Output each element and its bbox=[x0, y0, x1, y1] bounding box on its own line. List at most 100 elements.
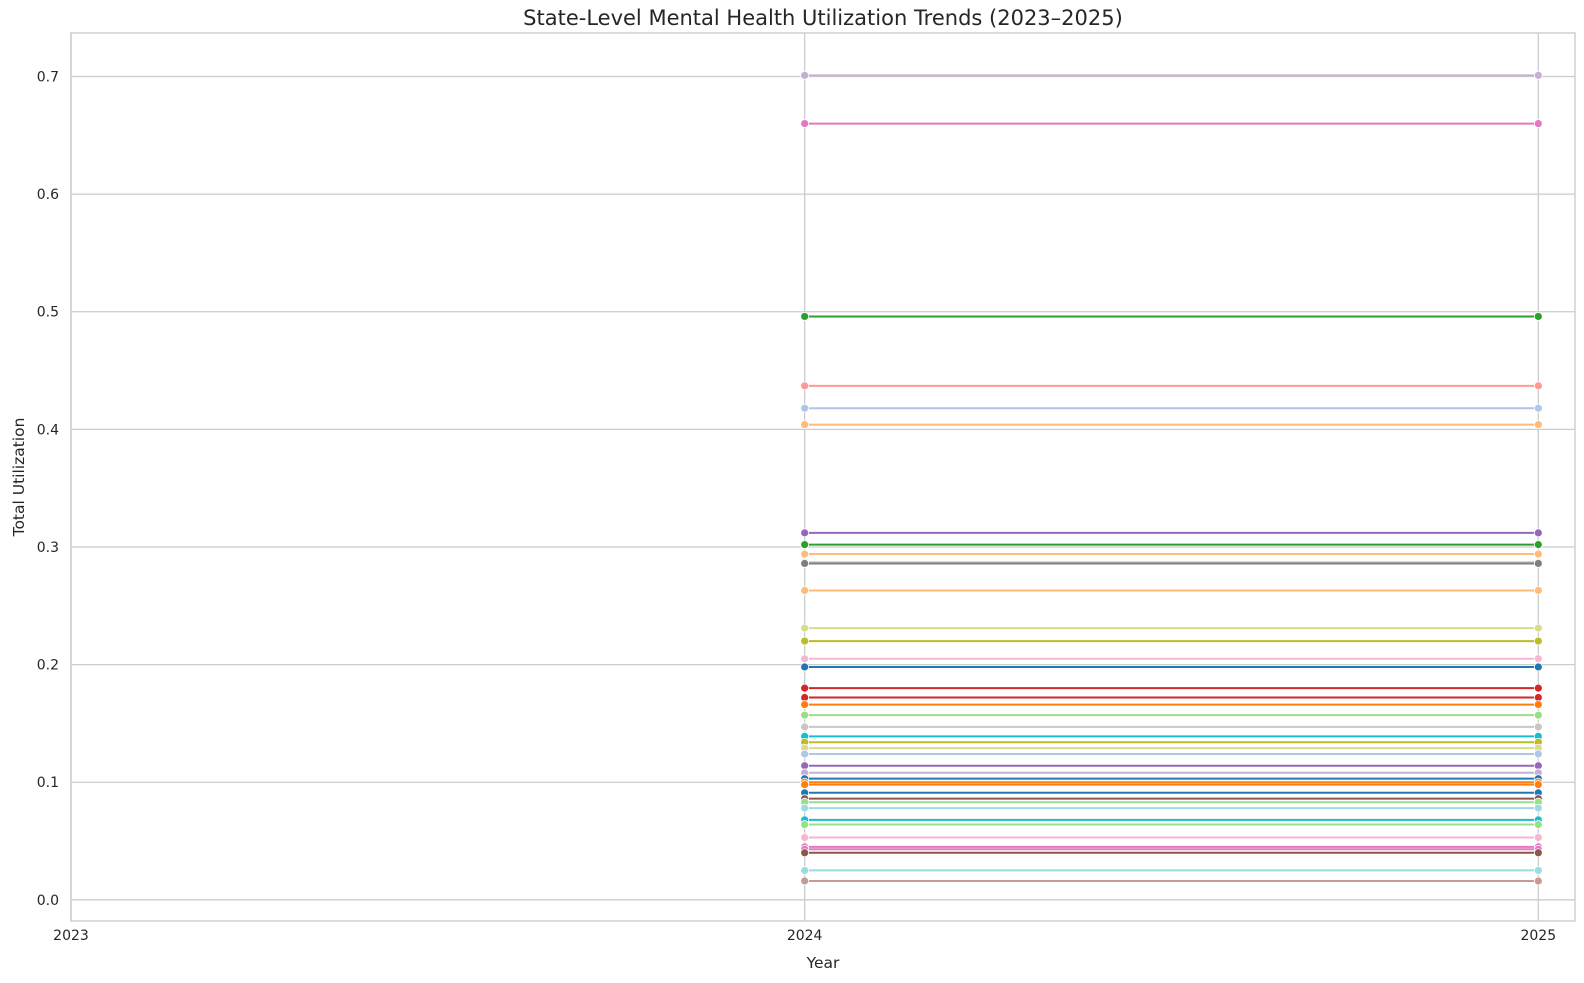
series-1 bbox=[800, 70, 1543, 80]
data-point bbox=[800, 848, 810, 858]
series-21 bbox=[800, 722, 1543, 732]
data-point bbox=[800, 749, 810, 759]
series-41 bbox=[800, 866, 1543, 875]
data-point bbox=[1533, 70, 1543, 80]
data-point bbox=[1533, 876, 1543, 886]
tick-labels: 2023 2024 2025 0.0 0.1 0.2 0.3 0.4 0.5 0.6 0.7 bbox=[37, 70, 1556, 944]
data-point bbox=[1533, 749, 1543, 759]
data-point bbox=[800, 876, 810, 886]
data-point bbox=[800, 70, 810, 80]
data-point bbox=[1533, 710, 1543, 720]
y-tick-label: 0.6 bbox=[37, 187, 59, 203]
data-point bbox=[1533, 662, 1543, 672]
data-point bbox=[1533, 780, 1543, 789]
data-point bbox=[800, 820, 810, 829]
data-point bbox=[800, 381, 810, 391]
y-tick-label: 0.4 bbox=[37, 422, 59, 438]
x-tick-label: 2024 bbox=[787, 928, 823, 944]
data-point bbox=[800, 722, 810, 732]
data-point bbox=[800, 803, 810, 813]
x-tick-label: 2025 bbox=[1520, 928, 1556, 944]
grid-lines bbox=[70, 33, 1575, 921]
data-point bbox=[800, 700, 810, 709]
data-point bbox=[800, 119, 810, 128]
data-point bbox=[1533, 403, 1543, 413]
data-point bbox=[800, 636, 810, 646]
y-tick-label: 0.1 bbox=[37, 775, 59, 791]
series-4 bbox=[800, 381, 1543, 391]
data-point bbox=[800, 662, 810, 672]
y-tick-label: 0.2 bbox=[37, 658, 59, 674]
data-point bbox=[1533, 540, 1543, 550]
series-7 bbox=[800, 528, 1543, 538]
data-point bbox=[1533, 623, 1543, 633]
series-11 bbox=[800, 559, 1543, 568]
series-8 bbox=[800, 540, 1543, 550]
series-26 bbox=[800, 761, 1543, 771]
data-point bbox=[800, 780, 810, 789]
plot-frame bbox=[70, 32, 1576, 922]
series-30 bbox=[800, 780, 1543, 789]
data-point bbox=[1533, 722, 1543, 732]
data-point bbox=[1533, 381, 1543, 391]
data-point bbox=[1533, 559, 1543, 568]
plot-area bbox=[71, 33, 1575, 921]
data-point bbox=[1533, 549, 1543, 559]
series-25 bbox=[800, 749, 1543, 759]
series-23 bbox=[800, 737, 1543, 747]
data-point bbox=[1533, 586, 1543, 595]
series-36 bbox=[800, 820, 1543, 829]
series-15 bbox=[800, 654, 1543, 664]
y-tick-label: 0.3 bbox=[37, 540, 59, 556]
series-12 bbox=[800, 586, 1543, 595]
data-point bbox=[1533, 833, 1543, 842]
y-tick-label: 0.5 bbox=[37, 305, 59, 321]
data-point bbox=[800, 710, 810, 720]
data-point bbox=[800, 420, 810, 430]
data-point bbox=[1533, 866, 1543, 875]
x-axis-label: Year bbox=[806, 954, 840, 972]
data-point bbox=[1533, 848, 1543, 858]
data-point bbox=[1533, 803, 1543, 813]
data-point bbox=[1533, 820, 1543, 829]
data-point bbox=[800, 833, 810, 842]
series-3 bbox=[800, 312, 1543, 321]
series-14 bbox=[800, 636, 1543, 646]
data-point bbox=[800, 683, 810, 693]
data-point bbox=[1533, 528, 1543, 538]
series-34 bbox=[800, 803, 1543, 813]
data-point bbox=[800, 559, 810, 568]
data-point bbox=[800, 528, 810, 538]
data-point bbox=[1533, 683, 1543, 693]
data-point bbox=[1533, 312, 1543, 321]
data-point bbox=[1533, 420, 1543, 430]
y-tick-label: 0.7 bbox=[37, 70, 59, 86]
y-axis-label: Total Utilization bbox=[10, 418, 28, 538]
data-point bbox=[800, 623, 810, 633]
series-6 bbox=[800, 420, 1543, 430]
series-13 bbox=[800, 623, 1543, 633]
data-point bbox=[800, 540, 810, 550]
chart-title: State-Level Mental Health Utilization Tr… bbox=[523, 6, 1123, 30]
series-40 bbox=[800, 848, 1543, 858]
series-9 bbox=[800, 549, 1543, 559]
series-2 bbox=[800, 119, 1543, 128]
series-5 bbox=[800, 403, 1543, 413]
y-tick-label: 0.0 bbox=[37, 893, 59, 909]
data-point bbox=[1533, 119, 1543, 128]
series-16 bbox=[800, 662, 1543, 672]
series-20 bbox=[800, 710, 1543, 720]
series-19 bbox=[800, 700, 1543, 709]
data-point bbox=[1533, 636, 1543, 646]
data-point bbox=[800, 654, 810, 664]
data-point bbox=[800, 549, 810, 559]
series-42 bbox=[800, 876, 1543, 886]
series-18 bbox=[800, 693, 1543, 702]
data-point bbox=[800, 312, 810, 321]
data-point bbox=[1533, 654, 1543, 664]
series-17 bbox=[800, 683, 1543, 693]
x-tick-label: 2023 bbox=[53, 928, 89, 944]
series-lines bbox=[800, 70, 1543, 886]
data-point bbox=[800, 866, 810, 875]
